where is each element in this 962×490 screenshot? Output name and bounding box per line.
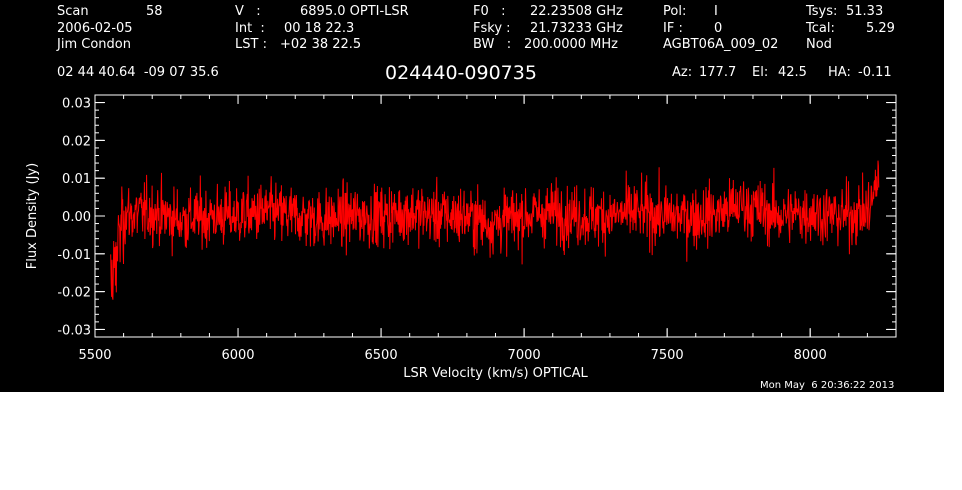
el-label: El: [752, 65, 769, 80]
y-tick-label: 0.03 [62, 97, 91, 112]
spectrum-trace [110, 160, 880, 300]
if-value: 0 [714, 21, 723, 36]
int-label: Int : [235, 21, 265, 36]
pol-value: I [714, 4, 718, 19]
pol-label: Pol: [663, 4, 687, 19]
if-label: IF : [663, 21, 683, 36]
bw-label: BW : [473, 37, 512, 52]
tcal-label: Tcal: [806, 21, 835, 36]
el-value: 42.5 [778, 65, 807, 80]
obs-mode: Nod [806, 37, 832, 52]
velocity-label: V : [235, 4, 261, 19]
lst-label: LST : [235, 37, 267, 52]
x-tick-label: 7500 [651, 348, 684, 363]
ha-label: HA: [828, 65, 851, 80]
y-tick-label: 0.00 [62, 210, 91, 225]
az-value: 177.7 [699, 65, 737, 80]
tsys-value: 51.33 [846, 4, 884, 19]
spectrum-panel: Scan 58 2006-02-05 Jim Condon V : 6895.0… [0, 0, 944, 392]
lst-value: +02 38 22.5 [280, 37, 362, 52]
y-tick-label: 0.02 [62, 134, 91, 149]
tcal-value: 5.29 [866, 21, 895, 36]
scan-label: Scan [57, 4, 89, 19]
fsky-label: Fsky : [473, 21, 511, 36]
x-tick-label: 7000 [508, 348, 541, 363]
f0-value: 22.23508 GHz [530, 4, 623, 19]
x-tick-label: 8000 [794, 348, 827, 363]
int-value: 00 18 22.3 [284, 21, 355, 36]
x-tick-label: 6500 [365, 348, 398, 363]
plot-timestamp: Mon May 6 20:36:22 2013 [760, 380, 895, 391]
spectrum-chart: 5500 6000 6500 7000 7500 8000 -0.03 -0.02 -0.01 0… [25, 94, 897, 381]
az-label: Az: [672, 65, 693, 80]
source-name: 024440-090735 [385, 62, 537, 84]
velocity-value: 6895.0 OPTI-LSR [300, 4, 409, 19]
y-axis-label: Flux Density (Jy) [25, 163, 40, 269]
x-tick-label: 5500 [78, 348, 111, 363]
x-axis-label: LSR Velocity (km/s) OPTICAL [403, 366, 588, 381]
fsky-value: 21.73233 GHz [530, 21, 623, 36]
bw-value: 200.0000 MHz [524, 37, 618, 52]
y-tick-label: 0.01 [62, 172, 91, 187]
scan-value: 58 [146, 4, 163, 19]
ha-value: -0.11 [858, 65, 892, 80]
source-coords: 02 44 40.64 -09 07 35.6 [57, 65, 219, 80]
f0-label: F0 : [473, 4, 506, 19]
x-tick-label: 6000 [221, 348, 254, 363]
observer: Jim Condon [57, 37, 131, 52]
y-tick-label: -0.01 [57, 248, 91, 263]
y-tick-label: -0.03 [57, 323, 91, 338]
obs-date: 2006-02-05 [57, 21, 133, 36]
project-id: AGBT06A_009_02 [663, 37, 779, 52]
tsys-label: Tsys: [806, 4, 838, 19]
y-tick-label: -0.02 [57, 286, 91, 301]
